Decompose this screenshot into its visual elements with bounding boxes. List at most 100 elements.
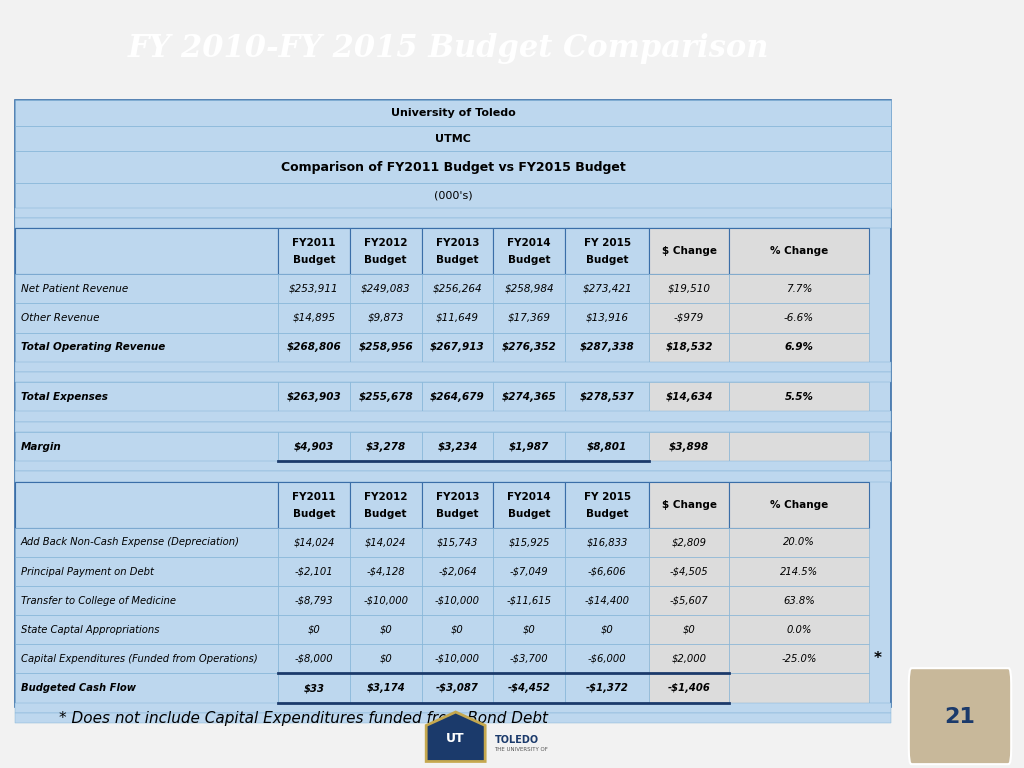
Text: $0: $0: [379, 625, 392, 635]
Text: Transfer to College of Medicine: Transfer to College of Medicine: [20, 596, 175, 606]
Text: $9,873: $9,873: [368, 313, 403, 323]
Text: 20.0%: 20.0%: [783, 538, 815, 548]
Bar: [565, 528, 649, 557]
Bar: [565, 382, 649, 412]
Text: $11,649: $11,649: [436, 313, 479, 323]
Bar: [494, 432, 565, 461]
Bar: [15, 432, 279, 461]
Bar: [494, 382, 565, 412]
Text: $268,806: $268,806: [287, 342, 341, 352]
Text: $14,024: $14,024: [365, 538, 407, 548]
Text: $2,809: $2,809: [672, 538, 707, 548]
Bar: [649, 528, 729, 557]
Bar: [350, 382, 422, 412]
Bar: [565, 303, 649, 333]
Bar: [15, 303, 279, 333]
Bar: [422, 528, 494, 557]
Text: $249,083: $249,083: [360, 284, 411, 294]
Text: Principal Payment on Debt: Principal Payment on Debt: [20, 567, 154, 577]
Text: -$11,615: -$11,615: [507, 596, 552, 606]
Bar: [565, 615, 649, 644]
Text: FY2014: FY2014: [508, 492, 551, 502]
Bar: [729, 615, 869, 644]
Text: Budget: Budget: [436, 256, 479, 266]
Bar: [15, 372, 891, 382]
Bar: [649, 586, 729, 615]
Bar: [649, 674, 729, 703]
Bar: [422, 586, 494, 615]
Text: Total Expenses: Total Expenses: [20, 392, 108, 402]
Text: -$8,793: -$8,793: [295, 596, 333, 606]
Text: FY 2010-FY 2015 Budget Comparison: FY 2010-FY 2015 Budget Comparison: [127, 32, 769, 64]
Text: $274,365: $274,365: [502, 392, 557, 402]
Bar: [422, 615, 494, 644]
Bar: [15, 228, 279, 274]
Text: $15,743: $15,743: [437, 538, 478, 548]
Text: Total Operating Revenue: Total Operating Revenue: [20, 342, 165, 352]
Polygon shape: [426, 712, 485, 762]
Text: Margin: Margin: [20, 442, 61, 452]
Bar: [15, 482, 279, 528]
Text: $0: $0: [683, 625, 695, 635]
Bar: [494, 303, 565, 333]
Text: $3,234: $3,234: [437, 442, 477, 452]
Text: Budget: Budget: [365, 509, 407, 519]
Text: $14,024: $14,024: [293, 538, 335, 548]
Text: 0.0%: 0.0%: [786, 625, 812, 635]
Bar: [729, 382, 869, 412]
Text: $ Change: $ Change: [662, 500, 717, 510]
Bar: [350, 228, 422, 274]
Bar: [15, 333, 279, 362]
Text: $15,925: $15,925: [509, 538, 550, 548]
Bar: [15, 218, 891, 228]
Text: $0: $0: [379, 654, 392, 664]
Bar: [649, 432, 729, 461]
Text: UT: UT: [446, 732, 465, 745]
Text: *: *: [873, 651, 882, 667]
Text: FY2014: FY2014: [508, 238, 551, 248]
Bar: [422, 303, 494, 333]
Text: -$979: -$979: [674, 313, 705, 323]
Text: $287,338: $287,338: [580, 342, 635, 352]
Text: $267,913: $267,913: [430, 342, 485, 352]
Text: (000's): (000's): [434, 190, 472, 200]
Bar: [494, 557, 565, 586]
Bar: [279, 432, 350, 461]
Bar: [565, 482, 649, 528]
Bar: [15, 461, 891, 472]
Bar: [15, 126, 891, 151]
Text: -$8,000: -$8,000: [295, 654, 333, 664]
Text: $2,000: $2,000: [672, 654, 707, 664]
Bar: [729, 274, 869, 303]
Text: -$10,000: -$10,000: [364, 596, 409, 606]
Text: $33: $33: [303, 683, 325, 693]
Bar: [649, 333, 729, 362]
Bar: [649, 303, 729, 333]
Text: Net Patient Revenue: Net Patient Revenue: [20, 284, 128, 294]
Text: -6.6%: -6.6%: [784, 313, 814, 323]
Bar: [494, 586, 565, 615]
Bar: [15, 207, 891, 218]
Text: -$5,607: -$5,607: [670, 596, 709, 606]
Text: -$2,101: -$2,101: [295, 567, 333, 577]
Text: Budget: Budget: [293, 509, 335, 519]
Text: $3,278: $3,278: [366, 442, 406, 452]
Text: Budget: Budget: [436, 509, 479, 519]
Bar: [494, 274, 565, 303]
Text: $0: $0: [307, 625, 321, 635]
Text: Budget: Budget: [508, 509, 551, 519]
Text: -$4,505: -$4,505: [670, 567, 709, 577]
Bar: [565, 644, 649, 674]
Bar: [279, 557, 350, 586]
Bar: [279, 482, 350, 528]
Text: FY2013: FY2013: [436, 238, 479, 248]
Text: $1,987: $1,987: [509, 442, 550, 452]
Text: Budget: Budget: [508, 256, 551, 266]
Bar: [350, 615, 422, 644]
Text: $14,634: $14,634: [666, 392, 713, 402]
Bar: [565, 274, 649, 303]
Text: $0: $0: [601, 625, 613, 635]
Text: $264,679: $264,679: [430, 392, 485, 402]
Bar: [15, 472, 891, 482]
Text: $3,174: $3,174: [367, 683, 406, 693]
